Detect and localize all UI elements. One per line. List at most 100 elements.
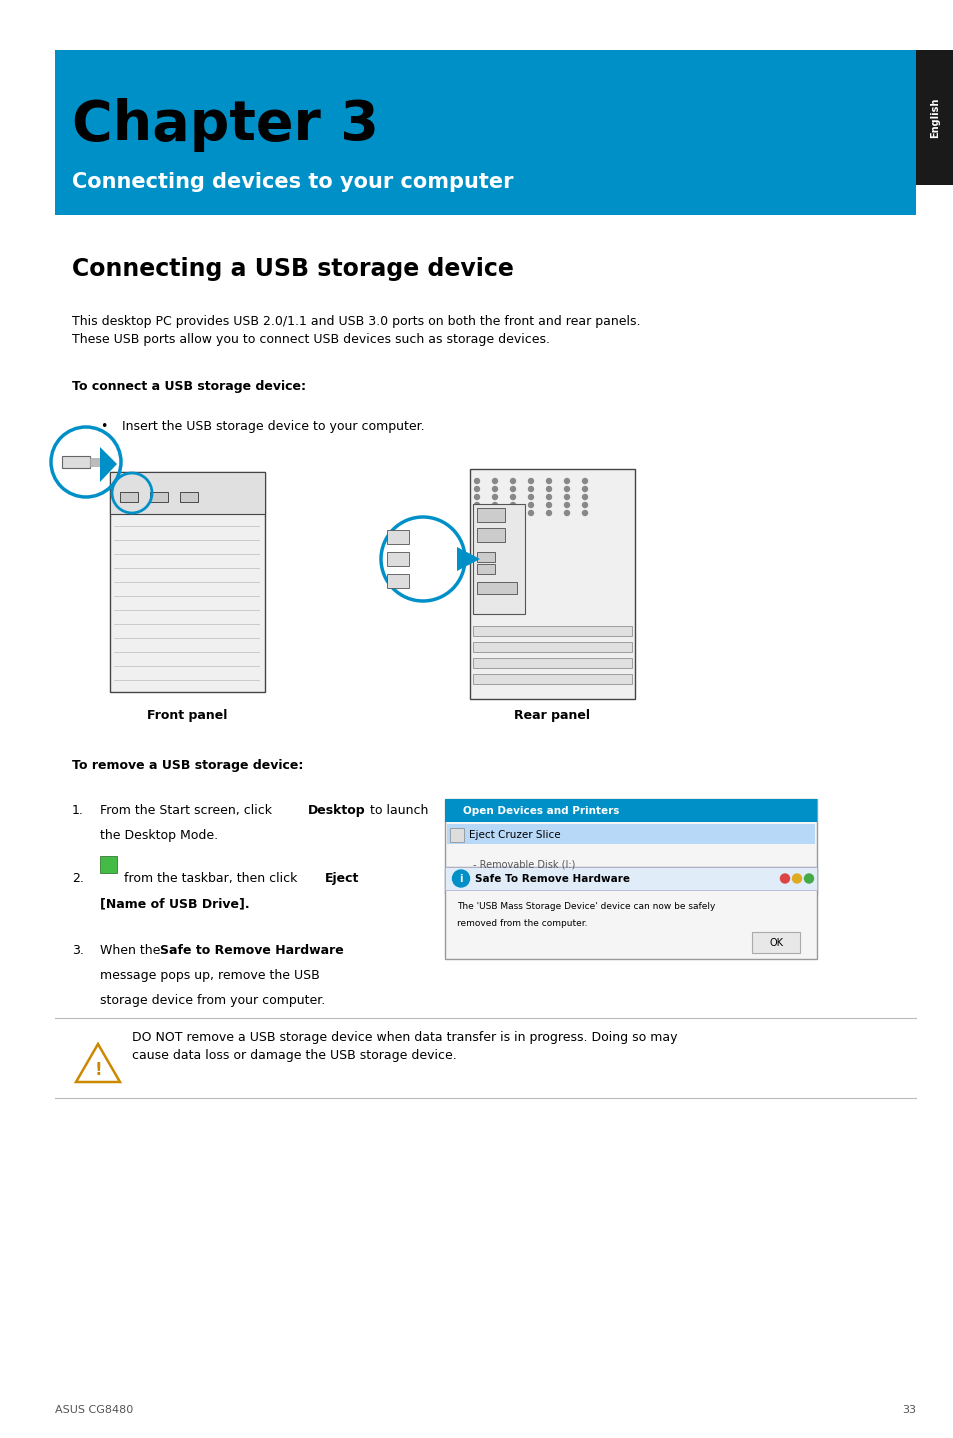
Circle shape (510, 479, 515, 483)
Text: 2.: 2. (71, 871, 84, 884)
Circle shape (564, 479, 569, 483)
Circle shape (492, 495, 497, 499)
Text: English: English (929, 98, 939, 138)
Text: 33: 33 (901, 1405, 915, 1415)
Bar (450, 828, 463, 843)
Bar (110, 472, 265, 513)
Text: Connecting a USB storage device: Connecting a USB storage device (71, 257, 514, 280)
Text: This desktop PC provides USB 2.0/1.1 and USB 3.0 ports on both the front and rea: This desktop PC provides USB 2.0/1.1 and… (71, 315, 639, 347)
Circle shape (510, 502, 515, 508)
Bar (387, 574, 409, 588)
Circle shape (564, 495, 569, 499)
Text: [Name of USB Drive].: [Name of USB Drive]. (100, 897, 250, 910)
Text: To connect a USB storage device:: To connect a USB storage device: (71, 380, 306, 393)
Circle shape (582, 495, 587, 499)
Bar (476, 528, 504, 542)
Bar (473, 659, 631, 669)
Text: the Desktop Mode.: the Desktop Mode. (100, 828, 218, 843)
Bar (551, 881, 564, 890)
Circle shape (474, 479, 479, 483)
Circle shape (546, 502, 551, 508)
Bar (473, 641, 631, 651)
Text: removed from the computer.: removed from the computer. (456, 919, 587, 928)
Circle shape (546, 486, 551, 492)
Bar (491, 881, 504, 890)
Text: Rear panel: Rear panel (514, 709, 590, 722)
Circle shape (528, 510, 533, 515)
Bar (915, 50, 953, 186)
Text: message pops up, remove the USB: message pops up, remove the USB (100, 969, 319, 982)
Circle shape (792, 874, 801, 883)
Bar (476, 582, 517, 594)
Bar (180, 492, 198, 502)
Circle shape (546, 510, 551, 515)
Polygon shape (456, 546, 479, 571)
Text: Eject: Eject (325, 871, 359, 884)
Text: Desktop: Desktop (308, 804, 365, 817)
Bar (470, 469, 635, 699)
Bar (110, 472, 265, 692)
Bar (751, 932, 800, 953)
Circle shape (492, 502, 497, 508)
Bar (476, 552, 495, 562)
Circle shape (528, 502, 533, 508)
Text: From the Start screen, click: From the Start screen, click (100, 804, 275, 817)
Circle shape (528, 495, 533, 499)
Text: ASUS CG8480: ASUS CG8480 (55, 1405, 133, 1415)
Bar (100, 856, 117, 873)
Text: from the taskbar, then click: from the taskbar, then click (120, 871, 301, 884)
Circle shape (474, 502, 479, 508)
Bar (444, 867, 816, 890)
Bar (444, 800, 816, 894)
Bar (473, 674, 631, 684)
Text: !: ! (94, 1061, 102, 1078)
Polygon shape (100, 447, 117, 482)
Bar (444, 800, 816, 823)
Bar (473, 503, 524, 614)
Bar (387, 552, 409, 567)
Circle shape (582, 502, 587, 508)
Text: Connecting devices to your computer: Connecting devices to your computer (71, 173, 513, 193)
Text: 3.: 3. (71, 943, 84, 958)
Bar (511, 881, 524, 890)
Text: When the: When the (100, 943, 164, 958)
Text: To remove a USB storage device:: To remove a USB storage device: (71, 759, 303, 772)
Bar (444, 867, 816, 959)
Circle shape (474, 486, 479, 492)
Bar (55, 50, 915, 216)
Bar (476, 508, 504, 522)
Text: Safe to Remove Hardware: Safe to Remove Hardware (160, 943, 343, 958)
Circle shape (510, 510, 515, 515)
Text: OK: OK (768, 938, 782, 948)
Text: 1.: 1. (71, 804, 84, 817)
Text: to launch: to launch (366, 804, 428, 817)
Bar (451, 881, 464, 890)
Text: DO NOT remove a USB storage device when data transfer is in progress. Doing so m: DO NOT remove a USB storage device when … (132, 1031, 677, 1063)
Bar (531, 881, 544, 890)
Bar (62, 456, 90, 467)
Text: Eject Cruzer Slice: Eject Cruzer Slice (469, 830, 560, 840)
Bar (90, 457, 100, 466)
Bar (471, 881, 484, 890)
Bar (150, 492, 168, 502)
Bar (473, 626, 631, 636)
Circle shape (803, 874, 813, 883)
Circle shape (564, 486, 569, 492)
Bar (447, 824, 814, 844)
Circle shape (528, 486, 533, 492)
Text: The 'USB Mass Storage Device' device can now be safely: The 'USB Mass Storage Device' device can… (456, 902, 715, 912)
Circle shape (582, 510, 587, 515)
Circle shape (474, 495, 479, 499)
Circle shape (564, 502, 569, 508)
Circle shape (510, 486, 515, 492)
Circle shape (546, 495, 551, 499)
Bar (120, 492, 138, 502)
Circle shape (582, 486, 587, 492)
Circle shape (546, 479, 551, 483)
Circle shape (492, 486, 497, 492)
Text: - Removable Disk (I:): - Removable Disk (I:) (473, 858, 575, 869)
Text: Open Devices and Printers: Open Devices and Printers (462, 805, 618, 815)
Circle shape (528, 479, 533, 483)
Text: Chapter 3: Chapter 3 (71, 98, 378, 152)
Circle shape (780, 874, 789, 883)
